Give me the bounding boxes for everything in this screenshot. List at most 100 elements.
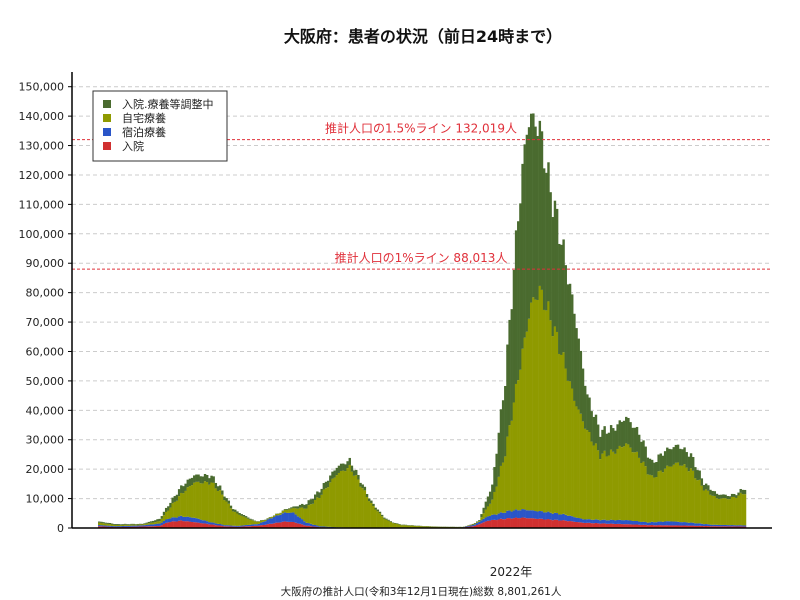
bar-segment <box>631 452 634 521</box>
bar-segment <box>609 519 613 524</box>
bar-segment <box>538 285 542 512</box>
bar-segment <box>158 518 161 522</box>
bar-segment <box>184 521 187 528</box>
bar-segment <box>139 524 142 526</box>
bar-segment <box>158 521 161 524</box>
bar-segment <box>326 487 330 527</box>
bar-segment <box>294 506 297 509</box>
bar-segment <box>506 510 509 519</box>
bar-segment <box>720 494 723 499</box>
bar-segment <box>663 468 667 522</box>
bar-segment <box>201 523 205 528</box>
bar-segment <box>255 525 259 528</box>
bar-segment <box>674 521 678 526</box>
bar-segment <box>143 526 146 528</box>
bar-segment <box>614 524 617 528</box>
legend-swatch <box>103 100 111 108</box>
y-tick-label: 60,000 <box>26 345 65 358</box>
bar-segment <box>741 494 745 526</box>
bar-segment <box>534 511 537 519</box>
bar-segment <box>655 462 658 478</box>
bar-segment <box>666 525 669 528</box>
bar-segment <box>735 495 738 498</box>
bar-segment <box>558 243 561 354</box>
bar-segment <box>149 522 153 525</box>
bar-segment <box>251 525 254 528</box>
bar-segment <box>473 523 477 525</box>
bar-segment <box>180 515 183 521</box>
bar-segment <box>497 519 501 528</box>
bar-segment <box>430 526 434 528</box>
bar-segment <box>648 458 652 475</box>
bar-segment <box>236 511 239 514</box>
bar-segment <box>577 518 580 523</box>
bar-segment <box>268 523 272 528</box>
bar-segment <box>437 526 440 528</box>
bar-segment <box>704 483 708 490</box>
bar-segment <box>229 508 233 526</box>
bar-segment <box>344 464 347 472</box>
bar-segment <box>439 526 442 528</box>
bar-segment <box>551 217 555 337</box>
bar-segment <box>292 522 295 528</box>
bar-segment <box>530 302 533 511</box>
bar-segment <box>676 444 680 463</box>
bar-segment <box>599 520 602 524</box>
bar-segment <box>447 526 451 528</box>
bar-segment <box>281 513 285 522</box>
bar-segment <box>255 521 259 522</box>
bar-segment <box>501 400 505 463</box>
bar-segment <box>216 491 220 524</box>
bar-segment <box>257 523 261 526</box>
bar-segment <box>540 518 544 528</box>
bar-segment <box>657 471 660 522</box>
bar-segment <box>545 172 548 311</box>
bar-segment <box>493 491 496 515</box>
bar-segment <box>532 510 535 519</box>
bar-segment <box>108 523 112 525</box>
bar-segment <box>249 518 252 520</box>
bar-segment <box>104 522 107 524</box>
bar-segment <box>374 509 377 528</box>
bar-segment <box>519 510 522 519</box>
legend-swatch <box>103 114 111 122</box>
bar-segment <box>471 523 475 525</box>
bar-segment <box>175 517 179 522</box>
bar-segment <box>102 526 105 528</box>
bar-segment <box>653 525 656 528</box>
bar-segment <box>655 477 658 523</box>
chart-title: 大阪府：患者の状況（前日24時まで） <box>284 27 562 46</box>
legend-label: 自宅療養 <box>122 111 166 125</box>
bar-segment <box>523 144 526 338</box>
bar-segment <box>635 426 639 452</box>
bar-segment <box>722 494 725 499</box>
bar-segment <box>182 521 185 528</box>
bar-segment <box>352 475 356 528</box>
bar-segment <box>350 465 354 472</box>
bar-segment <box>575 517 578 523</box>
bar-segment <box>294 514 297 523</box>
bar-segment <box>210 524 213 528</box>
bar-segment <box>536 511 539 519</box>
bar-segment <box>568 283 572 382</box>
bar-segment <box>633 524 637 528</box>
bar-segment <box>309 499 313 505</box>
bar-segment <box>659 525 663 528</box>
bar-segment <box>696 480 699 524</box>
bar-segment <box>534 518 537 528</box>
y-tick-label: 90,000 <box>26 257 65 270</box>
bar-segment <box>272 516 276 524</box>
bar-segment <box>357 474 360 480</box>
bar-segment <box>372 506 375 528</box>
bar-segment <box>128 524 131 525</box>
bar-segment <box>188 517 192 522</box>
bar-segment <box>638 524 641 528</box>
legend-label: 入院 <box>122 139 144 153</box>
bar-segment <box>592 519 596 524</box>
bar-segment <box>542 519 546 528</box>
bar-segment <box>201 483 205 521</box>
bar-segment <box>519 369 522 511</box>
bar-segment <box>201 520 205 524</box>
bar-segment <box>389 521 393 528</box>
bar-segment <box>694 525 697 528</box>
